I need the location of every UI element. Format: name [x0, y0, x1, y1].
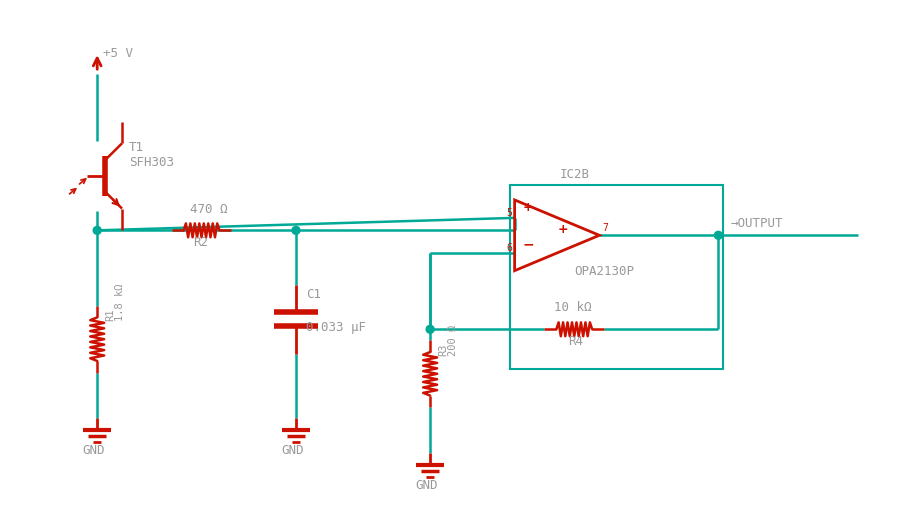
Text: R3: R3	[439, 343, 448, 356]
Circle shape	[292, 226, 300, 234]
Circle shape	[93, 226, 101, 234]
Text: 6: 6	[506, 242, 513, 252]
Text: SFH303: SFH303	[129, 156, 174, 169]
Text: +5 V: +5 V	[103, 47, 133, 60]
Text: −: −	[523, 238, 535, 252]
Text: 5: 5	[506, 208, 513, 218]
Text: T1: T1	[129, 141, 144, 154]
Text: 7: 7	[602, 224, 608, 234]
Bar	[510, 185, 723, 369]
Text: R4: R4	[568, 335, 583, 348]
Circle shape	[715, 231, 722, 239]
Text: 1.8 kΩ: 1.8 kΩ	[115, 284, 125, 321]
Text: +: +	[557, 224, 568, 236]
Text: C1: C1	[306, 288, 321, 301]
Text: GND: GND	[82, 444, 105, 457]
Text: 470 Ω: 470 Ω	[189, 203, 227, 216]
Text: GND: GND	[281, 444, 304, 457]
Text: 200 Ω: 200 Ω	[448, 325, 458, 356]
Text: 0.033 μF: 0.033 μF	[306, 321, 366, 334]
Text: OPA2130P: OPA2130P	[574, 265, 634, 278]
Circle shape	[426, 326, 434, 333]
Text: IC2B: IC2B	[559, 168, 589, 181]
Text: GND: GND	[415, 479, 438, 492]
Text: →OUTPUT: →OUTPUT	[730, 217, 783, 230]
Text: R1: R1	[105, 309, 115, 321]
Text: 10 kΩ: 10 kΩ	[554, 301, 592, 315]
Text: +: +	[523, 201, 534, 214]
Text: R2: R2	[194, 236, 208, 249]
